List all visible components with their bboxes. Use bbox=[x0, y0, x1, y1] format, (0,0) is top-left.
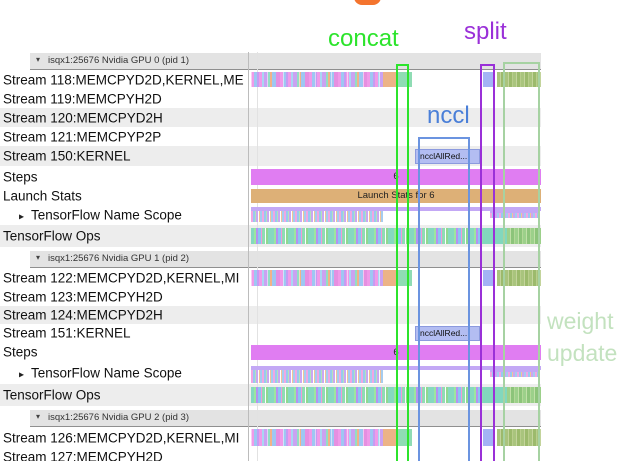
name-scope-events-left[interactable] bbox=[251, 211, 383, 222]
track-label: Stream 122:MEMCPYD2D,KERNEL,MI bbox=[3, 270, 240, 286]
section-gap bbox=[0, 406, 622, 409]
track-label: Stream 126:MEMCPYD2D,KERNEL,MI bbox=[3, 430, 240, 445]
section-gap bbox=[0, 247, 622, 250]
track-row-name-scope-gpu1: ▸ TensorFlow Name Scope bbox=[0, 362, 622, 384]
split-annotation-box bbox=[480, 64, 495, 461]
row-background bbox=[0, 448, 541, 461]
row-background bbox=[0, 146, 541, 166]
track-label: Stream 127:MEMCPYH2D bbox=[3, 449, 163, 461]
process-header-title: isqx1:25676 Nvidia GPU 1 (pid 2) bbox=[48, 253, 189, 264]
row-background bbox=[0, 288, 541, 306]
event-bars-dense[interactable] bbox=[251, 72, 383, 87]
chevron-down-icon[interactable]: ▾ bbox=[36, 412, 41, 421]
time-gridline bbox=[257, 52, 258, 461]
process-header-title: isqx1:25676 Nvidia GPU 2 (pid 3) bbox=[48, 412, 189, 423]
row-background bbox=[0, 108, 541, 127]
op-event-bars-weight-update[interactable] bbox=[507, 228, 541, 244]
track-label: Stream 120:MEMCPYD2H bbox=[3, 110, 163, 125]
track-label: Stream 151:KERNEL bbox=[3, 325, 131, 341]
op-event-bar-teal[interactable] bbox=[483, 387, 507, 403]
expand-icon[interactable]: ▸ bbox=[19, 369, 25, 381]
label-timeline-divider bbox=[248, 52, 249, 461]
row-background bbox=[0, 127, 541, 146]
process-header-gpu2[interactable]: ▾ isqx1:25676 Nvidia GPU 2 (pid 3) bbox=[0, 409, 622, 427]
track-row-ops-gpu0: TensorFlow Ops bbox=[0, 225, 622, 247]
process-header-title: isqx1:25676 Nvidia GPU 0 (pid 1) bbox=[48, 55, 189, 66]
event-bar-split[interactable] bbox=[483, 429, 494, 446]
event-bar-memcpy[interactable] bbox=[383, 270, 396, 286]
row-background bbox=[0, 89, 541, 108]
track-label: TensorFlow Ops bbox=[3, 387, 101, 403]
track-row-stream-150: Stream 150:KERNEL ncclAllRed... bbox=[0, 146, 622, 166]
track-row-stream-120: Stream 120:MEMCPYD2H bbox=[0, 108, 622, 127]
event-bar-memcpy[interactable] bbox=[383, 429, 396, 446]
op-event-bars[interactable] bbox=[251, 228, 483, 244]
track-label: Steps bbox=[3, 169, 38, 184]
chevron-down-icon[interactable]: ▾ bbox=[36, 55, 41, 64]
event-bar-nccl-allreduce[interactable]: ncclAllRed... bbox=[415, 149, 480, 164]
row-background bbox=[0, 306, 541, 324]
op-event-bars-weight-update[interactable] bbox=[507, 387, 541, 403]
timeline-tracks: ▾ isqx1:25676 Nvidia GPU 0 (pid 1) Strea… bbox=[0, 52, 622, 461]
track-label: Stream 124:MEMCPYD2H bbox=[3, 307, 163, 323]
concat-annotation-label: concat bbox=[328, 25, 399, 52]
weight-update-annotation-box bbox=[503, 62, 540, 461]
track-label: Steps bbox=[3, 344, 38, 360]
track-row-stream-127: Stream 127:MEMCPYH2D bbox=[0, 448, 622, 461]
op-event-bar-teal[interactable] bbox=[483, 228, 507, 244]
event-bars-weight-update[interactable] bbox=[497, 72, 541, 87]
track-label[interactable]: ▸ TensorFlow Name Scope bbox=[3, 208, 246, 223]
track-row-stream-123: Stream 123:MEMCPYH2D bbox=[0, 288, 622, 306]
weight-update-line2: update bbox=[547, 340, 618, 366]
track-row-stream-118: Stream 118:MEMCPYD2D,KERNEL,ME bbox=[0, 70, 622, 89]
event-bar-split[interactable] bbox=[483, 72, 494, 87]
nccl-annotation-label: nccl bbox=[427, 102, 470, 129]
chevron-down-icon[interactable]: ▾ bbox=[36, 253, 41, 262]
track-row-stream-126: Stream 126:MEMCPYD2D,KERNEL,MI bbox=[0, 427, 622, 448]
name-scope-events-right[interactable] bbox=[490, 209, 538, 218]
track-label[interactable]: ▸ TensorFlow Name Scope bbox=[3, 366, 246, 381]
event-bars-dense[interactable] bbox=[251, 429, 383, 446]
concat-annotation-box bbox=[396, 64, 409, 461]
track-row-stream-121: Stream 121:MEMCPYP2P bbox=[0, 127, 622, 146]
event-bars-weight-update[interactable] bbox=[497, 270, 541, 286]
event-bars-weight-update[interactable] bbox=[497, 429, 541, 446]
track-label: Launch Stats bbox=[3, 188, 82, 204]
track-row-name-scope-gpu0: ▸ TensorFlow Name Scope bbox=[0, 205, 622, 225]
track-row-stream-119: Stream 119:MEMCPYH2D bbox=[0, 89, 622, 108]
track-row-ops-gpu1: TensorFlow Ops bbox=[0, 384, 622, 406]
process-header-gpu1[interactable]: ▾ isqx1:25676 Nvidia GPU 1 (pid 2) bbox=[0, 250, 622, 268]
event-bar-memcpy[interactable] bbox=[383, 72, 396, 87]
process-header-band bbox=[30, 53, 541, 70]
track-label: Stream 121:MEMCPYP2P bbox=[3, 129, 162, 144]
event-bar-split[interactable] bbox=[483, 270, 494, 286]
track-label-text: TensorFlow Name Scope bbox=[31, 207, 182, 223]
track-label-text: TensorFlow Name Scope bbox=[31, 365, 182, 381]
process-header-band bbox=[30, 410, 541, 427]
process-header-band bbox=[30, 251, 541, 268]
track-label: Stream 119:MEMCPYH2D bbox=[3, 91, 162, 106]
op-event-bars[interactable] bbox=[251, 387, 483, 403]
track-label: Stream 123:MEMCPYH2D bbox=[3, 289, 163, 305]
event-bar-nccl-allreduce[interactable]: ncclAllRed... bbox=[415, 326, 480, 341]
track-label: TensorFlow Ops bbox=[3, 228, 101, 244]
process-header-gpu0[interactable]: ▾ isqx1:25676 Nvidia GPU 0 (pid 1) bbox=[0, 52, 622, 70]
track-row-stream-151: Stream 151:KERNEL ncclAllRed... bbox=[0, 324, 622, 342]
track-label: Stream 118:MEMCPYD2D,KERNEL,ME bbox=[3, 72, 244, 87]
row-background bbox=[0, 324, 541, 342]
track-row-stream-124: Stream 124:MEMCPYD2H bbox=[0, 306, 622, 324]
expand-icon[interactable]: ▸ bbox=[19, 211, 25, 223]
event-bars-dense[interactable] bbox=[251, 270, 383, 286]
split-annotation-label: split bbox=[464, 18, 507, 45]
name-scope-events-left[interactable] bbox=[251, 370, 383, 383]
nccl-annotation-box bbox=[418, 137, 470, 461]
weight-update-line1: weight bbox=[547, 308, 614, 334]
track-label: Stream 150:KERNEL bbox=[3, 148, 131, 164]
track-row-stream-122: Stream 122:MEMCPYD2D,KERNEL,MI bbox=[0, 268, 622, 288]
cropped-orange-annotation bbox=[354, 0, 381, 5]
name-scope-events-right[interactable] bbox=[490, 368, 538, 377]
weight-update-annotation-label: weight update bbox=[547, 305, 617, 369]
